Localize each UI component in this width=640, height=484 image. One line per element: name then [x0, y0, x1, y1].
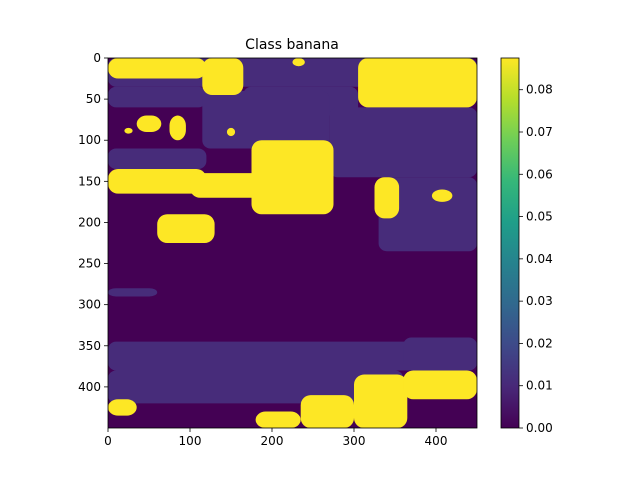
- colorbar-tick-label: 0.03: [526, 294, 553, 308]
- colorbar-gradient: [500, 57, 520, 429]
- heatmap-high-region: [354, 374, 408, 428]
- heatmap-high-region: [202, 58, 244, 95]
- colorbar-tick-label: 0.00: [526, 421, 553, 435]
- colorbar-tick-label: 0.04: [526, 252, 553, 266]
- colorbar-tick-label: 0.02: [526, 336, 553, 350]
- heatmap-high-region: [157, 214, 215, 243]
- heatmap-mid-region: [108, 288, 158, 297]
- heatmap-high-region: [403, 370, 477, 400]
- y-tick-label: 250: [78, 257, 101, 271]
- heatmap-high-region: [300, 395, 354, 428]
- y-tick-label: 300: [78, 298, 101, 312]
- heatmap-mid-region: [108, 86, 207, 108]
- heatmap-high-region: [374, 177, 400, 219]
- heatmap-high-region: [255, 411, 301, 428]
- x-tick-label: 300: [343, 434, 366, 448]
- heatmap-high-region: [226, 127, 236, 137]
- heatmap-mid-region: [108, 341, 477, 371]
- chart-title: Class banana: [245, 37, 339, 53]
- plot-frame: [107, 57, 478, 429]
- colorbar-tick-label: 0.08: [526, 83, 553, 97]
- heatmap-high-region: [292, 58, 305, 67]
- x-tick-label: 200: [261, 434, 284, 448]
- x-tick-label: 0: [104, 434, 112, 448]
- plot-area: [107, 57, 478, 429]
- y-tick-label: 350: [78, 339, 101, 353]
- heatmap-high-region: [169, 115, 186, 141]
- y-tick-label: 100: [78, 133, 101, 147]
- heatmap-high-region: [108, 58, 207, 79]
- heatmap-mid-region: [108, 148, 207, 169]
- y-tick-label: 400: [78, 380, 101, 394]
- heatmap-mid-region: [329, 107, 477, 178]
- heatmap-high-region: [136, 115, 162, 132]
- heatmap-high-region: [251, 140, 334, 215]
- heatmap-high-region: [431, 189, 453, 202]
- x-tick-label: 400: [425, 434, 448, 448]
- x-axis: 0 100 200 300 400: [104, 428, 447, 448]
- y-axis: 0 50 100 150 200 250 300 350 400: [78, 51, 108, 394]
- y-tick-label: 200: [78, 215, 101, 229]
- heatmap-high-region: [108, 399, 137, 416]
- colorbar-tick-label: 0.06: [526, 167, 553, 181]
- colorbar-tick-label: 0.05: [526, 210, 553, 224]
- y-tick-label: 150: [78, 174, 101, 188]
- heatmap-mid-region: [202, 90, 330, 149]
- colorbar-tick-label: 0.01: [526, 379, 553, 393]
- y-tick-label: 50: [86, 92, 101, 106]
- heatmap-high-region: [108, 169, 207, 194]
- colorbar-tick-label: 0.07: [526, 125, 553, 139]
- x-tick-label: 100: [179, 434, 202, 448]
- y-tick-label: 0: [93, 51, 101, 65]
- heatmap-high-region: [124, 127, 133, 134]
- heatmap-mid-region: [403, 337, 477, 371]
- heatmap-high-region: [358, 58, 477, 108]
- colorbar: 0.00 0.01 0.02 0.03 0.04 0.05 0.06 0.07 0.08: [500, 57, 553, 435]
